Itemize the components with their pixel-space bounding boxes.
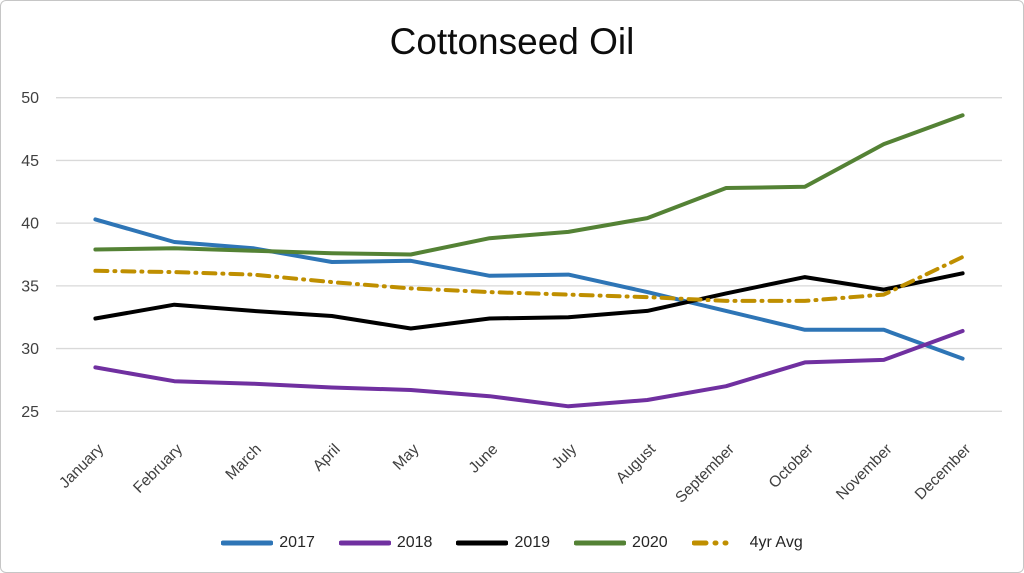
legend-item-2020: 2020: [574, 534, 668, 552]
legend-item-2019: 2019: [456, 534, 550, 552]
x-tick-label: September: [672, 441, 738, 507]
legend-line-swatch: [221, 540, 274, 546]
legend-line-swatch: [691, 540, 744, 546]
y-tick-label: 30: [21, 341, 39, 358]
y-tick-label: 40: [21, 216, 39, 233]
legend-label: 2020: [632, 534, 668, 551]
legend-label: 4yr Avg: [749, 534, 803, 551]
x-tick-label: October: [766, 441, 817, 492]
legend-label: 2017: [279, 534, 315, 551]
x-tick-label: November: [833, 441, 896, 504]
y-axis-tick-labels: 25 30 35 40 45 50: [21, 90, 39, 421]
legend-item-2018: 2018: [338, 534, 433, 552]
legend-line-swatch: [456, 540, 509, 546]
chart-legend: 2017 2018 2019 2020 4yr Avg: [1, 528, 1023, 558]
x-tick-label: January: [56, 441, 107, 492]
legend-line-swatch: [574, 540, 627, 546]
legend-line-swatch: [338, 540, 391, 546]
x-tick-label: May: [390, 441, 423, 474]
x-tick-label: April: [310, 441, 344, 475]
series-line-2018: [93, 329, 965, 409]
series-line-2020: [93, 113, 965, 257]
x-tick-label: December: [912, 441, 975, 504]
y-tick-label: 45: [21, 153, 39, 170]
x-tick-label: August: [613, 440, 660, 487]
legend-label: 2018: [396, 534, 433, 551]
x-tick-label: June: [466, 441, 502, 477]
legend-item-2017: 2017: [221, 534, 315, 552]
series-line-4yr-avg: [93, 255, 965, 303]
x-tick-label: March: [222, 441, 264, 483]
y-tick-label: 35: [21, 278, 39, 295]
series-line-2019: [93, 271, 965, 331]
legend-item-4yr-avg: 4yr Avg: [691, 534, 803, 552]
legend-label: 2019: [514, 534, 551, 551]
gridlines-group: [56, 97, 1002, 412]
x-axis-tick-labels: January February March April May June July Augu…: [56, 440, 974, 506]
chart-title: Cottonseed Oil: [389, 21, 635, 62]
x-tick-label: July: [549, 441, 581, 473]
x-tick-label: February: [130, 441, 186, 497]
series-line-2017: [93, 217, 965, 361]
y-tick-label: 50: [21, 90, 39, 107]
y-tick-label: 25: [21, 404, 39, 421]
